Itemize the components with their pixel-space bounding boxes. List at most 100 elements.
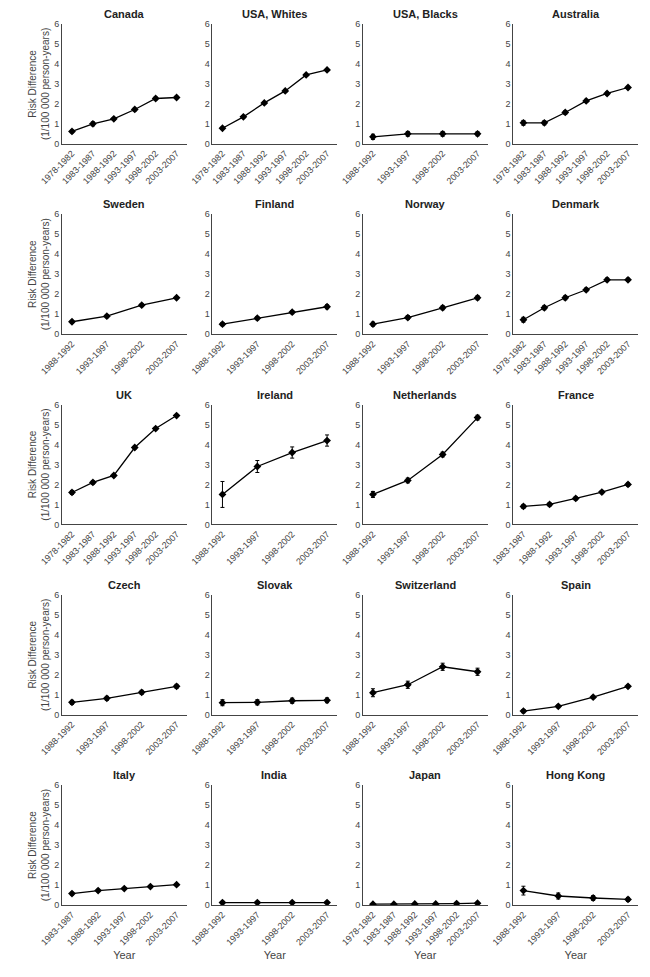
svg-text:5: 5: [506, 610, 511, 620]
svg-text:1998-2002: 1998-2002: [424, 910, 462, 948]
svg-text:1998-2002: 1998-2002: [574, 149, 612, 187]
svg-text:1: 1: [54, 880, 59, 890]
svg-text:5: 5: [54, 39, 59, 49]
svg-text:Year: Year: [113, 949, 136, 961]
svg-text:6: 6: [54, 590, 59, 600]
svg-text:Australia: Australia: [552, 8, 600, 20]
svg-text:1: 1: [205, 690, 210, 700]
svg-text:2: 2: [355, 289, 360, 299]
svg-text:0: 0: [355, 139, 360, 149]
svg-text:1993-1997: 1993-1997: [403, 910, 441, 948]
svg-text:Risk Difference(1/100 000 pers: Risk Difference(1/100 000 person-years): [27, 28, 51, 140]
svg-text:6: 6: [205, 19, 210, 29]
svg-text:1983-1987: 1983-1987: [60, 529, 98, 567]
svg-text:0: 0: [205, 900, 210, 910]
svg-text:1988-1992: 1988-1992: [517, 529, 555, 567]
svg-text:3: 3: [54, 460, 59, 470]
svg-text:Canada: Canada: [104, 8, 145, 20]
svg-text:4: 4: [54, 820, 59, 830]
svg-text:1993-1997: 1993-1997: [525, 720, 563, 758]
svg-text:1: 1: [355, 500, 360, 510]
svg-text:2: 2: [506, 480, 511, 490]
svg-text:2003-2007: 2003-2007: [445, 339, 483, 377]
svg-text:3: 3: [506, 840, 511, 850]
svg-text:Risk Difference(1/100 000 pers: Risk Difference(1/100 000 person-years): [27, 218, 51, 330]
svg-text:1998-2002: 1998-2002: [123, 529, 161, 567]
svg-text:1983-1987: 1983-1987: [491, 529, 529, 567]
svg-text:1: 1: [54, 500, 59, 510]
svg-text:4: 4: [205, 440, 210, 450]
svg-text:1978-1982: 1978-1982: [39, 149, 77, 187]
svg-text:1988-1992: 1988-1992: [39, 720, 77, 758]
svg-text:1988-1992: 1988-1992: [340, 149, 378, 187]
svg-text:1988-1992: 1988-1992: [81, 149, 119, 187]
svg-text:4: 4: [54, 630, 59, 640]
svg-text:1998-2002: 1998-2002: [410, 149, 448, 187]
svg-text:4: 4: [355, 820, 360, 830]
svg-text:1993-1997: 1993-1997: [553, 339, 591, 377]
svg-text:2: 2: [205, 99, 210, 109]
svg-text:4: 4: [205, 630, 210, 640]
svg-text:4: 4: [205, 249, 210, 259]
svg-text:6: 6: [506, 780, 511, 790]
svg-text:2003-2007: 2003-2007: [595, 149, 633, 187]
svg-text:1: 1: [205, 880, 210, 890]
svg-text:2: 2: [54, 289, 59, 299]
svg-text:5: 5: [355, 229, 360, 239]
svg-text:Year: Year: [414, 949, 437, 961]
svg-text:1993-1997: 1993-1997: [224, 529, 262, 567]
svg-text:UK: UK: [116, 389, 132, 401]
svg-text:4: 4: [355, 440, 360, 450]
svg-text:4: 4: [506, 249, 511, 259]
svg-text:1993-1997: 1993-1997: [375, 339, 413, 377]
svg-text:6: 6: [506, 400, 511, 410]
svg-text:1: 1: [205, 119, 210, 129]
svg-text:Risk Difference(1/100 000 pers: Risk Difference(1/100 000 person-years): [27, 789, 51, 901]
svg-text:1988-1992: 1988-1992: [340, 529, 378, 567]
svg-text:0: 0: [205, 710, 210, 720]
svg-text:Sweden: Sweden: [103, 198, 145, 210]
svg-text:1998-2002: 1998-2002: [118, 910, 156, 948]
svg-text:1993-1997: 1993-1997: [252, 149, 290, 187]
svg-text:1998-2002: 1998-2002: [574, 339, 612, 377]
svg-text:2: 2: [205, 480, 210, 490]
svg-text:2: 2: [205, 289, 210, 299]
svg-text:1993-1997: 1993-1997: [102, 529, 140, 567]
svg-text:5: 5: [205, 800, 210, 810]
svg-text:1983-1987: 1983-1987: [361, 910, 399, 948]
svg-text:5: 5: [54, 800, 59, 810]
svg-text:0: 0: [355, 900, 360, 910]
svg-text:1: 1: [506, 690, 511, 700]
svg-text:1988-1992: 1988-1992: [231, 149, 269, 187]
svg-text:2003-2007: 2003-2007: [144, 529, 182, 567]
svg-text:6: 6: [355, 780, 360, 790]
svg-text:5: 5: [355, 39, 360, 49]
svg-text:2003-2007: 2003-2007: [445, 149, 483, 187]
svg-text:4: 4: [54, 249, 59, 259]
svg-text:3: 3: [54, 79, 59, 89]
svg-text:1: 1: [355, 119, 360, 129]
svg-text:1988-1992: 1988-1992: [491, 720, 529, 758]
svg-text:3: 3: [506, 460, 511, 470]
svg-text:4: 4: [54, 59, 59, 69]
svg-text:Czech: Czech: [108, 579, 141, 591]
svg-text:2003-2007: 2003-2007: [294, 720, 332, 758]
svg-text:1978-1982: 1978-1982: [190, 149, 228, 187]
svg-text:1: 1: [54, 309, 59, 319]
svg-text:2003-2007: 2003-2007: [445, 720, 483, 758]
svg-text:1: 1: [205, 500, 210, 510]
svg-text:4: 4: [506, 59, 511, 69]
svg-text:5: 5: [205, 420, 210, 430]
svg-text:2: 2: [355, 670, 360, 680]
svg-text:1983-1987: 1983-1987: [511, 149, 549, 187]
svg-text:1983-1987: 1983-1987: [210, 149, 248, 187]
svg-text:1993-1997: 1993-1997: [91, 910, 129, 948]
svg-text:Risk Difference(1/100 000 pers: Risk Difference(1/100 000 person-years): [27, 599, 51, 711]
svg-text:1983-1987: 1983-1987: [60, 149, 98, 187]
svg-text:6: 6: [205, 209, 210, 219]
svg-text:4: 4: [205, 820, 210, 830]
svg-text:6: 6: [506, 19, 511, 29]
svg-text:6: 6: [355, 400, 360, 410]
svg-text:5: 5: [54, 420, 59, 430]
svg-text:0: 0: [54, 520, 59, 530]
